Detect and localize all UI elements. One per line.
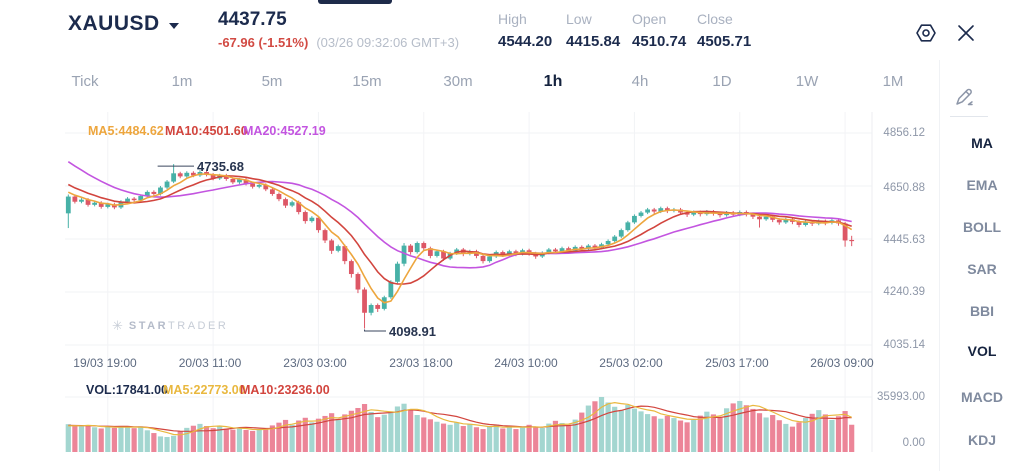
stat-label: High — [498, 11, 527, 27]
header-artifact — [318, 0, 392, 4]
low-annotation: 4098.91 — [389, 324, 436, 339]
tab-1m[interactable]: 1M — [882, 73, 904, 90]
sidebar-item-ema[interactable]: EMA — [966, 177, 998, 193]
time-axis-label: 26/03 09:00 — [810, 356, 874, 370]
ma-label-0: MA5:4484.62 — [88, 124, 164, 138]
sidebar-divider — [939, 60, 940, 471]
tab-30m[interactable]: 30m — [443, 73, 473, 90]
volume-axis-label: 35993.00 — [877, 391, 925, 403]
sidebar-item-vol[interactable]: VOL — [967, 343, 997, 359]
time-axis-label: 24/03 10:00 — [494, 356, 558, 370]
volume-axis-label: 0.00 — [902, 437, 925, 449]
sidebar-item-sar[interactable]: SAR — [967, 261, 997, 277]
price-axis-label: 4240.39 — [883, 286, 925, 298]
ma-label-2: MA20:4527.19 — [243, 124, 326, 138]
price-change: -67.96 (-1.51%) — [218, 35, 309, 50]
sidebar-item-macd[interactable]: MACD — [961, 389, 1003, 405]
quote-timestamp: (03/26 09:32:06 GMT+3) — [316, 35, 460, 50]
time-axis-label: 20/03 11:00 — [178, 356, 242, 370]
time-axis-label: 25/03 17:00 — [705, 356, 769, 370]
tab-4h[interactable]: 4h — [631, 73, 649, 90]
watermark: ✳ STARTRADER — [112, 318, 228, 334]
high-annotation: 4735.68 — [197, 159, 244, 174]
time-axis-label: 23/03 18:00 — [389, 356, 453, 370]
sidebar-item-bbi[interactable]: BBI — [969, 303, 995, 319]
tab-tick[interactable]: Tick — [71, 73, 99, 90]
tab-1d[interactable]: 1D — [712, 73, 732, 90]
stat-high: High 4544.20 — [498, 11, 568, 50]
price-axis-label: 4035.14 — [883, 339, 925, 351]
symbol-selector[interactable]: XAUUSD — [68, 12, 179, 36]
stat-value: 4510.74 — [632, 33, 687, 50]
close-icon — [958, 25, 974, 41]
stat-label: Close — [697, 11, 733, 27]
tab-1h[interactable]: 1h — [543, 73, 563, 90]
tab-1w[interactable]: 1W — [795, 73, 819, 90]
time-axis-label: 23/03 03:00 — [283, 356, 347, 370]
pencil-icon — [956, 88, 973, 106]
close-button[interactable] — [955, 22, 977, 44]
stat-value: 4544.20 — [498, 33, 553, 50]
symbol-name: XAUUSD — [68, 12, 160, 35]
time-axis-label: 19/03 19:00 — [73, 356, 137, 370]
sidebar-item-boll[interactable]: BOLL — [962, 219, 1002, 235]
price-axis-label: 4650.88 — [883, 182, 925, 194]
last-price: 4437.75 — [218, 9, 287, 30]
stat-label: Open — [632, 11, 667, 27]
volume-label-0: VOL:17841.00 — [86, 383, 168, 397]
ma-label-1: MA10:4501.60 — [165, 124, 248, 138]
sidebar-item-kdj[interactable]: KDJ — [967, 432, 996, 448]
sidebar-item-ma[interactable]: MA — [971, 135, 993, 151]
volume-label-2: MA10:23236.00 — [240, 383, 330, 397]
watermark-text: STARTRADER — [128, 320, 229, 332]
time-axis-label: 25/03 02:00 — [599, 356, 663, 370]
stat-low: Low 4415.84 — [566, 11, 636, 50]
caret-down-icon — [168, 22, 179, 29]
tab-1m[interactable]: 1m — [171, 73, 193, 90]
stat-value: 4415.84 — [566, 33, 621, 50]
gear-icon — [916, 24, 936, 42]
stat-label: Low — [566, 11, 592, 27]
star-icon: ✳ — [112, 318, 123, 333]
stat-value: 4505.71 — [697, 33, 752, 50]
price-axis-label: 4856.12 — [883, 127, 925, 139]
volume-label-1: MA5:22773.00 — [163, 383, 246, 397]
stat-close: Close 4505.71 — [697, 11, 767, 50]
toolbar-separator — [950, 116, 988, 117]
stat-open: Open 4510.74 — [632, 11, 702, 50]
draw-tool-button[interactable] — [951, 84, 977, 110]
price-subline: -67.96 (-1.51%) (03/26 09:32:06 GMT+3) — [218, 35, 459, 50]
settings-button[interactable] — [913, 20, 939, 46]
price-axis-label: 4445.63 — [883, 234, 925, 246]
tab-5m[interactable]: 5m — [261, 73, 283, 90]
tab-15m[interactable]: 15m — [352, 73, 382, 90]
